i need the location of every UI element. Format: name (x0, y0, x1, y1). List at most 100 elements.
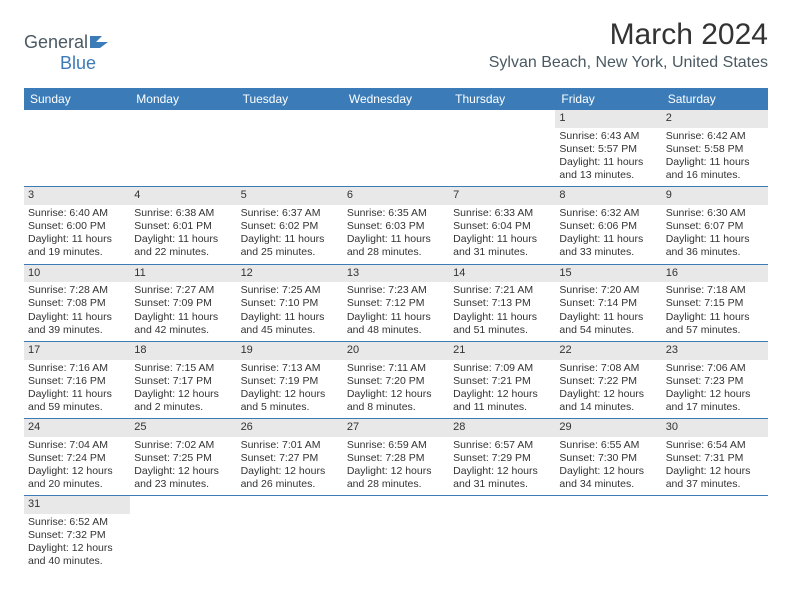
day-cell: 31Sunrise: 6:52 AMSunset: 7:32 PMDayligh… (24, 496, 130, 572)
daylight-text: Daylight: 11 hours and 42 minutes. (134, 311, 232, 337)
sunrise-text: Sunrise: 6:59 AM (347, 439, 445, 452)
sunset-text: Sunset: 7:15 PM (666, 297, 764, 310)
sunrise-text: Sunrise: 7:04 AM (28, 439, 126, 452)
day-body: Sunrise: 7:21 AMSunset: 7:13 PMDaylight:… (449, 282, 555, 341)
day-cell (343, 496, 449, 572)
sunrise-text: Sunrise: 7:28 AM (28, 284, 126, 297)
day-number (343, 110, 449, 126)
day-cell: 6Sunrise: 6:35 AMSunset: 6:03 PMDaylight… (343, 187, 449, 263)
day-number: 18 (130, 342, 236, 360)
daylight-text: Daylight: 12 hours and 11 minutes. (453, 388, 551, 414)
day-number: 29 (555, 419, 661, 437)
day-cell: 8Sunrise: 6:32 AMSunset: 6:06 PMDaylight… (555, 187, 661, 263)
sunset-text: Sunset: 6:07 PM (666, 220, 764, 233)
day-cell: 7Sunrise: 6:33 AMSunset: 6:04 PMDaylight… (449, 187, 555, 263)
sunrise-text: Sunrise: 7:16 AM (28, 362, 126, 375)
day-cell: 13Sunrise: 7:23 AMSunset: 7:12 PMDayligh… (343, 265, 449, 341)
calendar: SundayMondayTuesdayWednesdayThursdayFrid… (24, 88, 768, 573)
week-row: 1Sunrise: 6:43 AMSunset: 5:57 PMDaylight… (24, 110, 768, 187)
day-number (130, 110, 236, 126)
day-body (130, 126, 236, 132)
day-body (237, 126, 343, 132)
sunrise-text: Sunrise: 7:18 AM (666, 284, 764, 297)
sunset-text: Sunset: 6:06 PM (559, 220, 657, 233)
daylight-text: Daylight: 12 hours and 34 minutes. (559, 465, 657, 491)
sunset-text: Sunset: 7:12 PM (347, 297, 445, 310)
day-body (555, 496, 661, 502)
day-cell (130, 110, 236, 186)
brand-name: General Blue (24, 32, 112, 74)
day-cell (237, 496, 343, 572)
dow-cell: Friday (555, 88, 661, 110)
sunset-text: Sunset: 6:03 PM (347, 220, 445, 233)
brand-general: General (24, 32, 88, 52)
day-number: 28 (449, 419, 555, 437)
sunset-text: Sunset: 6:02 PM (241, 220, 339, 233)
day-number: 25 (130, 419, 236, 437)
daylight-text: Daylight: 11 hours and 54 minutes. (559, 311, 657, 337)
day-number: 27 (343, 419, 449, 437)
day-body (449, 496, 555, 502)
day-body (449, 126, 555, 132)
sunrise-text: Sunrise: 7:25 AM (241, 284, 339, 297)
day-number: 23 (662, 342, 768, 360)
week-row: 3Sunrise: 6:40 AMSunset: 6:00 PMDaylight… (24, 187, 768, 264)
day-body: Sunrise: 6:40 AMSunset: 6:00 PMDaylight:… (24, 205, 130, 264)
daylight-text: Daylight: 11 hours and 16 minutes. (666, 156, 764, 182)
day-body: Sunrise: 7:01 AMSunset: 7:27 PMDaylight:… (237, 437, 343, 496)
sunset-text: Sunset: 7:17 PM (134, 375, 232, 388)
day-number: 24 (24, 419, 130, 437)
sunset-text: Sunset: 7:09 PM (134, 297, 232, 310)
day-cell: 30Sunrise: 6:54 AMSunset: 7:31 PMDayligh… (662, 419, 768, 495)
day-body (343, 126, 449, 132)
day-cell: 28Sunrise: 6:57 AMSunset: 7:29 PMDayligh… (449, 419, 555, 495)
day-number: 30 (662, 419, 768, 437)
day-body (343, 496, 449, 502)
day-body: Sunrise: 6:35 AMSunset: 6:03 PMDaylight:… (343, 205, 449, 264)
day-cell: 24Sunrise: 7:04 AMSunset: 7:24 PMDayligh… (24, 419, 130, 495)
day-cell: 5Sunrise: 6:37 AMSunset: 6:02 PMDaylight… (237, 187, 343, 263)
sunrise-text: Sunrise: 6:43 AM (559, 130, 657, 143)
day-cell (130, 496, 236, 572)
day-cell (449, 110, 555, 186)
daylight-text: Daylight: 12 hours and 5 minutes. (241, 388, 339, 414)
daylight-text: Daylight: 12 hours and 14 minutes. (559, 388, 657, 414)
week-row: 24Sunrise: 7:04 AMSunset: 7:24 PMDayligh… (24, 419, 768, 496)
daylight-text: Daylight: 11 hours and 51 minutes. (453, 311, 551, 337)
week-row: 17Sunrise: 7:16 AMSunset: 7:16 PMDayligh… (24, 342, 768, 419)
daylight-text: Daylight: 11 hours and 59 minutes. (28, 388, 126, 414)
daylight-text: Daylight: 11 hours and 48 minutes. (347, 311, 445, 337)
day-number: 11 (130, 265, 236, 283)
day-body: Sunrise: 6:38 AMSunset: 6:01 PMDaylight:… (130, 205, 236, 264)
day-cell (449, 496, 555, 572)
day-cell (555, 496, 661, 572)
daylight-text: Daylight: 12 hours and 17 minutes. (666, 388, 764, 414)
day-body (130, 496, 236, 502)
day-body: Sunrise: 6:33 AMSunset: 6:04 PMDaylight:… (449, 205, 555, 264)
sunset-text: Sunset: 7:23 PM (666, 375, 764, 388)
daylight-text: Daylight: 11 hours and 22 minutes. (134, 233, 232, 259)
day-cell: 17Sunrise: 7:16 AMSunset: 7:16 PMDayligh… (24, 342, 130, 418)
day-body: Sunrise: 6:37 AMSunset: 6:02 PMDaylight:… (237, 205, 343, 264)
sunset-text: Sunset: 6:00 PM (28, 220, 126, 233)
sunset-text: Sunset: 7:28 PM (347, 452, 445, 465)
day-number: 14 (449, 265, 555, 283)
day-body: Sunrise: 6:52 AMSunset: 7:32 PMDaylight:… (24, 514, 130, 573)
day-cell: 22Sunrise: 7:08 AMSunset: 7:22 PMDayligh… (555, 342, 661, 418)
day-cell: 1Sunrise: 6:43 AMSunset: 5:57 PMDaylight… (555, 110, 661, 186)
day-number (449, 110, 555, 126)
daylight-text: Daylight: 12 hours and 26 minutes. (241, 465, 339, 491)
sunrise-text: Sunrise: 7:15 AM (134, 362, 232, 375)
day-number (237, 110, 343, 126)
day-number: 15 (555, 265, 661, 283)
sunrise-text: Sunrise: 6:30 AM (666, 207, 764, 220)
day-number (24, 110, 130, 126)
sunrise-text: Sunrise: 7:20 AM (559, 284, 657, 297)
day-number: 31 (24, 496, 130, 514)
sunrise-text: Sunrise: 7:09 AM (453, 362, 551, 375)
day-number: 26 (237, 419, 343, 437)
day-number: 20 (343, 342, 449, 360)
sunset-text: Sunset: 7:25 PM (134, 452, 232, 465)
sunset-text: Sunset: 7:30 PM (559, 452, 657, 465)
day-number: 19 (237, 342, 343, 360)
